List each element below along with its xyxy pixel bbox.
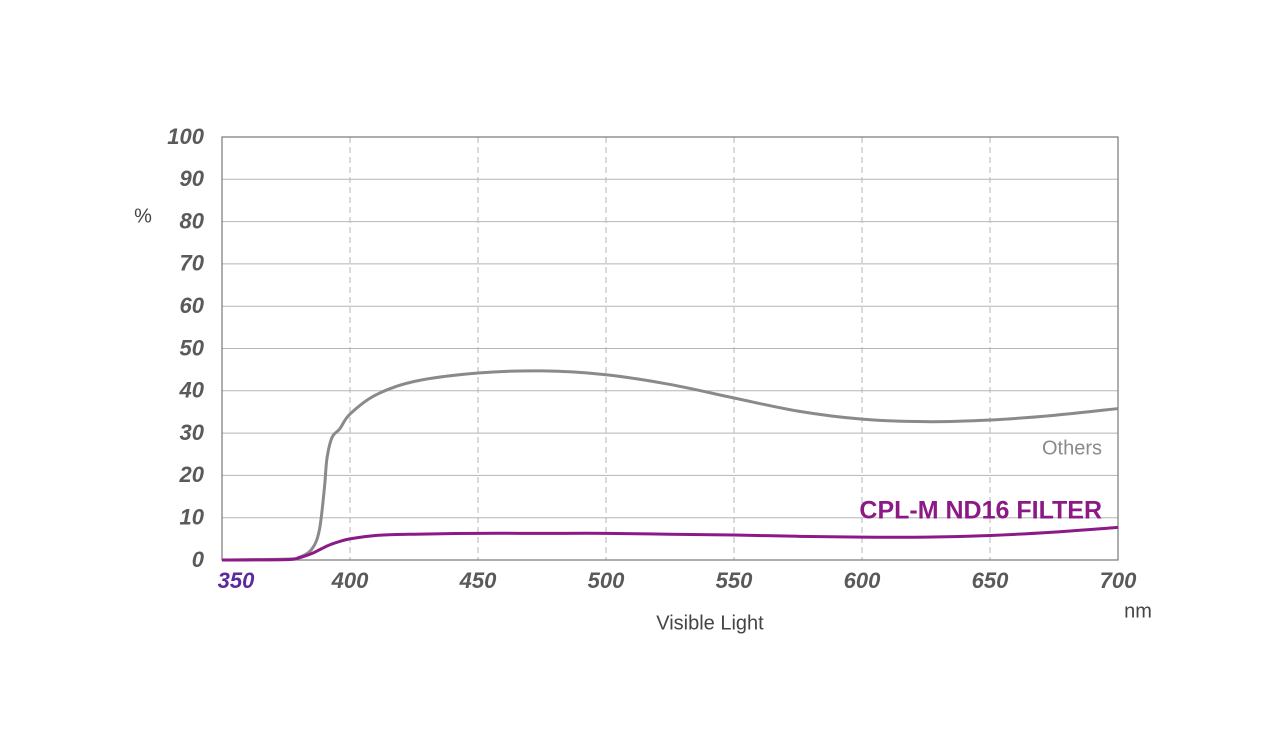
x-tick-label: 400 [331,568,369,593]
series-line [221,525,1119,562]
series-label: CPL-M ND16 FILTER [859,497,1102,525]
plot-border [221,136,1119,561]
x-unit: nm [1124,600,1152,622]
y-tick-label: 10 [180,505,205,530]
y-tick-label: 60 [180,293,205,318]
x-tick-label: 350 [218,568,255,593]
y-tick-label: 0 [192,547,205,572]
y-tick-label: 70 [180,251,205,276]
y-tick-label: 100 [167,124,204,149]
y-tick-label: 80 [180,208,205,233]
x-tick-label: 450 [459,568,497,593]
x-tick-label: 500 [588,568,625,593]
x-tick-label: 650 [972,568,1009,593]
x-axis-label: Visible Light [656,612,764,634]
y-axis-label: % [134,205,152,227]
y-tick-label: 90 [180,166,205,191]
x-tick-label: 550 [716,568,753,593]
series-label: Others [1042,437,1102,459]
y-tick-label: 20 [179,462,205,487]
x-tick-label: 700 [1100,568,1137,593]
y-tick-label: 40 [179,378,205,403]
x-tick-label: 600 [844,568,881,593]
series-line [221,369,1119,562]
y-tick-label: 30 [180,420,205,445]
y-tick-label: 50 [180,335,205,360]
